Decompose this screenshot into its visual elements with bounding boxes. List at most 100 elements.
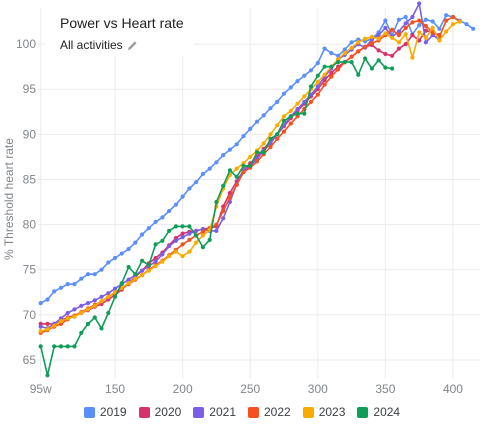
data-point-2021 [383,25,388,30]
data-point-2019 [437,26,442,31]
data-point-2019 [464,22,469,27]
data-point-2022 [187,237,192,242]
activity-filter-label: All activities [60,38,123,52]
legend-item-2024[interactable]: 2024 [357,405,400,419]
series-layer [38,1,476,378]
legend-label: 2023 [318,405,346,419]
data-point-2019 [302,73,307,78]
data-point-2023 [85,307,91,312]
data-point-2021 [214,228,219,233]
data-point-2022 [180,242,185,247]
data-point-2019 [65,282,70,287]
data-point-2024 [227,168,232,173]
data-point-2019 [322,46,327,51]
data-point-2019 [336,53,341,58]
data-point-2023 [268,132,273,137]
data-point-2019 [106,260,111,265]
legend-item-2019[interactable]: 2019 [83,405,127,419]
data-point-2019 [194,180,199,185]
data-point-2019 [471,26,476,31]
legend-item-2021[interactable]: 2021 [193,405,236,419]
data-point-2023 [92,303,97,308]
data-point-2022 [356,49,361,54]
data-point-2019 [38,301,43,306]
legend: 2019 2020 2021 2022 2023 2024 [0,405,484,419]
data-point-2020 [153,255,158,261]
data-point-2019 [396,17,401,22]
data-point-2021 [160,252,165,257]
data-point-2024 [187,224,192,229]
data-point-2023 [295,101,300,106]
x-tick-labels: 95w 150 200 250 300 350 400 [30,382,464,396]
data-point-2024 [112,294,118,299]
data-point-2022 [369,41,374,46]
data-point-2023 [403,32,408,37]
data-point-2024 [167,228,172,233]
data-point-2024 [248,163,253,168]
data-point-2019 [52,289,57,294]
data-point-2022 [410,20,415,25]
data-point-2021 [315,84,320,89]
data-point-2019 [72,282,77,287]
data-point-2019 [349,40,354,45]
data-point-2023 [99,299,104,304]
data-point-2023 [275,123,280,128]
y-tick-label: 90 [23,127,37,141]
data-point-2023 [417,30,422,35]
data-point-2019 [146,226,151,231]
data-point-2022 [363,44,368,49]
data-point-2023 [302,94,307,99]
pencil-icon[interactable] [127,40,138,51]
legend-swatch [302,406,314,418]
data-point-2019 [58,285,64,290]
data-point-2023 [342,51,347,56]
legend-label: 2020 [154,405,182,419]
data-point-2024 [173,224,178,229]
data-point-2024 [268,136,273,141]
x-tick-label: 400 [443,382,463,396]
data-point-2021 [423,40,428,45]
data-point-2021 [180,235,185,240]
data-point-2023 [444,29,449,34]
legend-item-2020[interactable]: 2020 [138,405,182,419]
data-point-2022 [234,182,239,187]
data-point-2024 [383,65,388,70]
y-tick-label: 85 [23,172,37,186]
data-point-2019 [180,194,185,199]
legend-item-2022[interactable]: 2022 [248,405,291,419]
data-point-2019 [45,297,50,302]
legend-item-2023[interactable]: 2023 [302,405,346,419]
data-point-2022 [308,99,314,104]
data-point-2019 [200,171,205,177]
legend-swatch [138,406,150,418]
data-point-2023 [450,22,456,27]
data-point-2024 [363,56,368,61]
data-point-2022 [396,33,401,38]
data-point-2021 [221,216,226,221]
data-point-2024 [106,310,111,316]
data-point-2023 [322,72,327,77]
data-point-2024 [234,174,239,179]
data-point-2019 [119,251,124,256]
data-point-2024 [72,344,77,349]
data-point-2023 [248,154,253,159]
data-point-2020 [417,38,422,43]
data-point-2021 [417,1,422,6]
data-point-2022 [254,159,260,164]
data-point-2021 [112,286,118,291]
data-point-2022 [390,27,395,32]
data-point-2021 [65,310,70,316]
legend-swatch [357,406,369,418]
data-point-2022 [288,121,293,126]
data-point-2023 [180,254,185,259]
data-point-2019 [85,272,91,277]
activity-filter[interactable]: All activities [60,38,138,52]
data-point-2024 [241,163,246,168]
data-point-2022 [241,170,246,175]
data-point-2023 [173,249,178,254]
data-point-2023 [437,38,442,43]
x-tick-label: 200 [173,382,193,396]
data-point-2019 [207,166,212,171]
y-tick-label: 95 [23,82,37,96]
